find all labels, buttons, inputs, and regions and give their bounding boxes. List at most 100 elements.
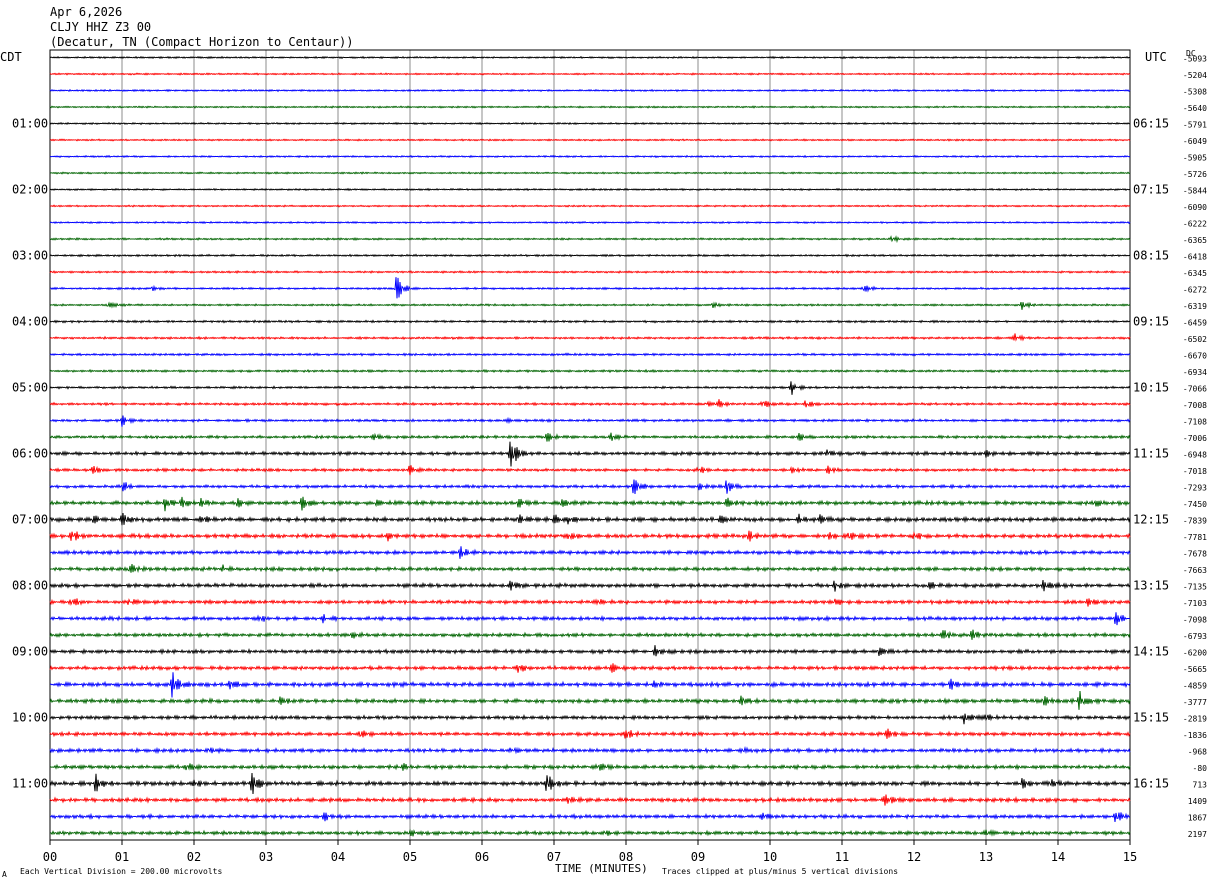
right-time-label: 07:15 [1133, 183, 1169, 197]
dc-offset-label: -2819 [1183, 715, 1207, 724]
left-time-label: 10:00 [12, 711, 48, 725]
right-time-label: 08:15 [1133, 249, 1169, 263]
dc-offset-label: -7135 [1183, 583, 1207, 592]
dc-offset-label: -6345 [1183, 269, 1207, 278]
x-axis: 00 01 02 03 04 05 06 07 08 09 10 11 12 13 14 15 [43, 840, 1137, 864]
dc-offset-label: -5204 [1183, 71, 1207, 80]
trace-line-4 [49, 121, 1131, 126]
left-time-label: 04:00 [12, 315, 48, 329]
grid-lines [121, 50, 1059, 840]
trace-line-29 [49, 530, 1131, 542]
x-tick-label: 10 [763, 850, 777, 864]
dc-offset-label: 1867 [1188, 814, 1207, 823]
dc-offset-label: -5093 [1183, 55, 1207, 64]
trace-line-47 [49, 828, 1131, 837]
trace-line-37 [49, 663, 1131, 673]
trace-line-0 [49, 55, 1131, 60]
clip-note: Traces clipped at plus/minus 5 vertical … [662, 867, 898, 876]
left-time-label: 11:00 [12, 777, 48, 791]
trace-line-14 [49, 277, 1131, 299]
right-time-label: 06:15 [1133, 117, 1169, 131]
seismic-traces [49, 55, 1131, 837]
plot-frame [49, 49, 1131, 841]
dc-offset-label: -6272 [1183, 286, 1207, 295]
dc-offset-label: -4859 [1183, 682, 1207, 691]
dc-offset-label: -6222 [1183, 220, 1207, 229]
x-tick-label: 06 [475, 850, 489, 864]
left-time-label: 07:00 [12, 513, 48, 527]
dc-offset-label: -7781 [1183, 533, 1207, 542]
right-time-label: 14:15 [1133, 645, 1169, 659]
right-time-label: 09:15 [1133, 315, 1169, 329]
dc-offset-label: -6670 [1183, 352, 1207, 361]
trace-line-41 [49, 728, 1131, 739]
dc-offset-label: -6934 [1183, 368, 1207, 377]
trace-line-10 [49, 220, 1131, 225]
x-tick-label: 15 [1123, 850, 1137, 864]
x-tick-label: 08 [619, 850, 633, 864]
trace-line-27 [49, 496, 1131, 512]
header-date: Apr 6,2026 [50, 5, 122, 19]
trace-line-6 [49, 154, 1131, 159]
x-tick-label: 05 [403, 850, 417, 864]
trace-line-33 [49, 598, 1131, 607]
left-time-label: 09:00 [12, 645, 48, 659]
trace-line-16 [49, 319, 1131, 324]
dc-offset-label: -7839 [1183, 517, 1207, 526]
trace-line-15 [49, 301, 1131, 310]
right-time-label: 11:15 [1133, 447, 1169, 461]
trace-line-11 [49, 235, 1131, 244]
trace-line-3 [49, 105, 1131, 109]
x-tick-label: 02 [187, 850, 201, 864]
dc-offset-label: -6200 [1183, 649, 1207, 658]
trace-line-1 [49, 72, 1131, 76]
dc-offset-label: -6090 [1183, 203, 1207, 212]
dc-offset-label: -6502 [1183, 335, 1207, 344]
trace-line-19 [49, 368, 1131, 374]
trace-line-28 [49, 513, 1131, 526]
trace-line-17 [49, 333, 1131, 342]
trace-line-36 [49, 645, 1131, 657]
left-time-label: 01:00 [12, 117, 48, 131]
dc-offset-label: -7066 [1183, 385, 1207, 394]
trace-line-7 [49, 171, 1131, 175]
x-tick-label: 04 [331, 850, 345, 864]
trace-line-30 [49, 546, 1131, 559]
left-time-label: 02:00 [12, 183, 48, 197]
right-time-axis: 06:15 07:15 08:15 09:15 10:15 11:15 12:15 13:15… [1133, 117, 1169, 791]
x-tick-label: 03 [259, 850, 273, 864]
header-location: (Decatur, TN (Compact Horizon to Centaur… [50, 35, 353, 49]
trace-line-40 [49, 713, 1131, 725]
dc-offset-label: -7678 [1183, 550, 1207, 559]
dc-column-label: DC [1186, 49, 1196, 58]
right-timezone-label: UTC [1145, 50, 1167, 64]
trace-line-2 [49, 88, 1131, 93]
vertical-division-note: Each Vertical Division = 200.00 microvol… [20, 867, 222, 876]
trace-line-32 [49, 580, 1131, 592]
dc-offset-label: -5726 [1183, 170, 1207, 179]
dc-offset-label: -5640 [1183, 104, 1207, 113]
x-tick-label: 09 [691, 850, 705, 864]
trace-line-21 [49, 399, 1131, 408]
dc-offset-label: -6459 [1183, 319, 1207, 328]
left-time-axis: 01:00 02:00 03:00 04:00 05:00 06:00 07:00 08:00… [12, 117, 48, 791]
trace-line-34 [49, 612, 1131, 626]
dc-offset-label: -7098 [1183, 616, 1207, 625]
x-tick-label: 00 [43, 850, 57, 864]
trace-line-43 [49, 763, 1131, 772]
dc-offset-label: -5905 [1183, 154, 1207, 163]
dc-offset-label: -6319 [1183, 302, 1207, 311]
x-tick-label: 13 [979, 850, 993, 864]
trace-line-24 [49, 441, 1131, 467]
trace-line-38 [49, 672, 1131, 698]
x-tick-label: 01 [115, 850, 129, 864]
trace-line-20 [49, 381, 1131, 395]
scale-mark: A [2, 870, 7, 879]
dc-offset-label: -5308 [1183, 88, 1207, 97]
dc-offset-label: -6418 [1183, 253, 1207, 262]
left-time-label: 05:00 [12, 381, 48, 395]
trace-line-13 [49, 270, 1131, 275]
dc-offset-label: -968 [1188, 748, 1207, 757]
dc-offset-label: -7450 [1183, 500, 1207, 509]
